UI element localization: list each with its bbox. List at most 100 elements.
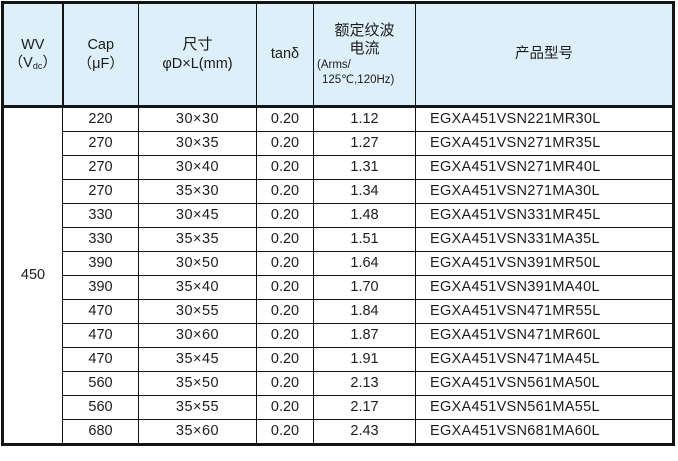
cell-ripple-current: 1.27 <box>313 131 416 156</box>
cell-ripple-current: 1.87 <box>313 323 416 348</box>
cell-size: 35×45 <box>138 347 257 372</box>
cell-model: EGXA451VSN471MR60L <box>415 323 674 348</box>
header-wv-line1: WV <box>21 37 45 54</box>
cell-tan-delta: 0.20 <box>256 203 314 228</box>
cell-tan-delta: 0.20 <box>256 227 314 252</box>
cell-cap: 390 <box>62 275 139 300</box>
cell-size: 35×40 <box>138 275 257 300</box>
cell-size: 35×55 <box>138 395 257 420</box>
table-row: 470 30×55 0.20 1.84 EGXA451VSN471MR55L <box>3 299 674 324</box>
cell-model: EGXA451VSN681MA60L <box>415 419 674 445</box>
table-body: 450 220 30×30 0.20 1.12 EGXA451VSN221MR30L 270… <box>2 106 674 445</box>
table-row: 390 30×50 0.20 1.64 EGXA451VSN391MR50L <box>3 251 674 276</box>
cell-cap: 560 <box>62 371 139 396</box>
cell-wv-value: 450 <box>2 106 63 445</box>
cell-model: EGXA451VSN561MA50L <box>415 371 674 396</box>
cell-cap: 560 <box>62 395 139 420</box>
wv-subscript: dc <box>32 61 43 72</box>
table-row: 330 35×35 0.20 1.51 EGXA451VSN331MA35L <box>3 227 674 252</box>
cell-tan-delta: 0.20 <box>256 395 314 420</box>
header-ripple-line1: 额定纹波 <box>334 21 395 39</box>
cell-ripple-current: 1.34 <box>313 179 416 204</box>
cell-tan-delta: 0.20 <box>256 251 314 276</box>
header-size-line2: φD×L(mm) <box>162 55 233 72</box>
header-cap-line2: （μF） <box>77 55 124 72</box>
header-row: WV （Vdc） Cap （μF） 尺寸 φD×L(mm) tanδ 额定纹波 … <box>2 2 674 108</box>
capacitor-spec-table: WV （Vdc） Cap （μF） 尺寸 φD×L(mm) tanδ 额定纹波 … <box>1 1 675 446</box>
cell-cap: 270 <box>62 155 139 180</box>
table-row: 270 30×40 0.20 1.31 EGXA451VSN271MR40L <box>3 155 674 180</box>
cell-model: EGXA451VSN271MR40L <box>415 155 674 180</box>
cell-model: EGXA451VSN471MR55L <box>415 299 674 324</box>
cell-tan-delta: 0.20 <box>256 155 314 180</box>
cell-cap: 470 <box>62 347 139 372</box>
cell-ripple-current: 2.17 <box>313 395 416 420</box>
cell-model: EGXA451VSN271MR35L <box>415 131 674 156</box>
cell-cap: 220 <box>62 106 139 132</box>
header-wv-line2: （Vdc） <box>8 55 57 72</box>
cell-ripple-current: 2.13 <box>313 371 416 396</box>
cell-size: 30×60 <box>138 323 257 348</box>
cell-model: EGXA451VSN271MA30L <box>415 179 674 204</box>
table-header: WV （Vdc） Cap （μF） 尺寸 φD×L(mm) tanδ 额定纹波 … <box>2 2 674 108</box>
cell-tan-delta: 0.20 <box>256 323 314 348</box>
cell-ripple-current: 1.51 <box>313 227 416 252</box>
header-wv: WV （Vdc） <box>2 2 64 108</box>
table-row: 270 35×30 0.20 1.34 EGXA451VSN271MA30L <box>3 179 674 204</box>
cell-size: 30×55 <box>138 299 257 324</box>
cell-size: 35×60 <box>138 419 257 445</box>
cell-tan-delta: 0.20 <box>256 371 314 396</box>
header-ripple-current: 额定纹波 电流 (Arms/ 125℃,120Hz) <box>313 2 416 108</box>
cell-size: 30×40 <box>138 155 257 180</box>
header-cap-line1: Cap <box>87 37 115 54</box>
cell-tan-delta: 0.20 <box>256 419 314 445</box>
cell-size: 30×45 <box>138 203 257 228</box>
cell-size: 30×35 <box>138 131 257 156</box>
header-tan-delta: tanδ <box>256 2 314 108</box>
header-size: 尺寸 φD×L(mm) <box>138 2 257 108</box>
cell-cap: 680 <box>62 419 139 445</box>
table-row: 330 30×45 0.20 1.48 EGXA451VSN331MR45L <box>3 203 674 228</box>
cell-model: EGXA451VSN331MA35L <box>415 227 674 252</box>
cell-cap: 330 <box>62 227 139 252</box>
cell-ripple-current: 1.31 <box>313 155 416 180</box>
cell-tan-delta: 0.20 <box>256 275 314 300</box>
cell-cap: 270 <box>62 179 139 204</box>
cell-cap: 390 <box>62 251 139 276</box>
cell-tan-delta: 0.20 <box>256 347 314 372</box>
cell-cap: 330 <box>62 203 139 228</box>
table-row: 560 35×50 0.20 2.13 EGXA451VSN561MA50L <box>3 371 674 396</box>
cell-ripple-current: 1.84 <box>313 299 416 324</box>
cell-ripple-current: 1.64 <box>313 251 416 276</box>
cell-cap: 470 <box>62 299 139 324</box>
header-ripple-line3: (Arms/ <box>317 58 351 71</box>
cell-model: EGXA451VSN471MA45L <box>415 347 674 372</box>
header-cap: Cap （μF） <box>62 2 139 108</box>
cell-ripple-current: 1.48 <box>313 203 416 228</box>
cell-size: 35×50 <box>138 371 257 396</box>
table-row: 270 30×35 0.20 1.27 EGXA451VSN271MR35L <box>3 131 674 156</box>
header-ripple-line2: 电流 <box>349 39 380 57</box>
cell-model: EGXA451VSN331MR45L <box>415 203 674 228</box>
header-size-line1: 尺寸 <box>182 36 213 54</box>
cell-tan-delta: 0.20 <box>256 106 314 132</box>
cell-size: 30×50 <box>138 251 257 276</box>
cell-cap: 470 <box>62 323 139 348</box>
cell-tan-delta: 0.20 <box>256 131 314 156</box>
cell-cap: 270 <box>62 131 139 156</box>
header-model: 产品型号 <box>415 2 674 108</box>
cell-tan-delta: 0.20 <box>256 179 314 204</box>
cell-model: EGXA451VSN221MR30L <box>415 106 674 132</box>
table-row: 680 35×60 0.20 2.43 EGXA451VSN681MA60L <box>3 419 674 445</box>
cell-size: 35×35 <box>138 227 257 252</box>
table-row: 470 35×45 0.20 1.91 EGXA451VSN471MA45L <box>3 347 674 372</box>
cell-tan-delta: 0.20 <box>256 299 314 324</box>
table-row: 470 30×60 0.20 1.87 EGXA451VSN471MR60L <box>3 323 674 348</box>
cell-ripple-current: 1.91 <box>313 347 416 372</box>
cell-ripple-current: 1.70 <box>313 275 416 300</box>
header-ripple-line4: 125℃,120Hz) <box>322 73 395 86</box>
table-row: 560 35×55 0.20 2.17 EGXA451VSN561MA55L <box>3 395 674 420</box>
table-row: 450 220 30×30 0.20 1.12 EGXA451VSN221MR30L <box>2 106 674 445</box>
cell-size: 35×30 <box>138 179 257 204</box>
